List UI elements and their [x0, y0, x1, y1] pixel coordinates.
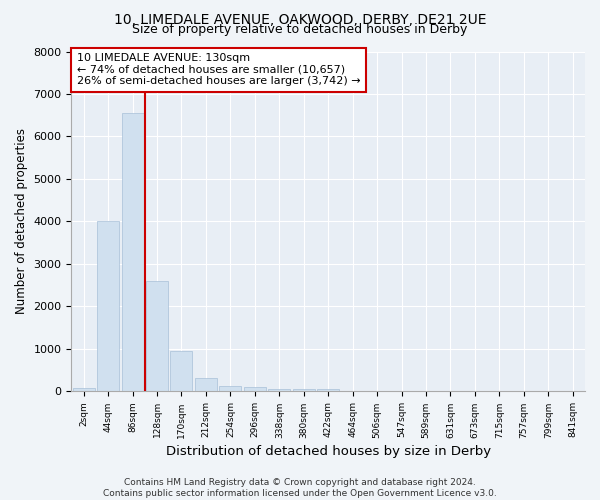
- Text: 10 LIMEDALE AVENUE: 130sqm
← 74% of detached houses are smaller (10,657)
26% of : 10 LIMEDALE AVENUE: 130sqm ← 74% of deta…: [77, 53, 360, 86]
- Bar: [317, 389, 339, 392]
- Text: 10, LIMEDALE AVENUE, OAKWOOD, DERBY, DE21 2UE: 10, LIMEDALE AVENUE, OAKWOOD, DERBY, DE2…: [114, 12, 486, 26]
- Bar: [146, 281, 168, 392]
- Bar: [293, 389, 315, 392]
- Bar: [122, 113, 143, 392]
- Bar: [170, 351, 193, 392]
- Text: Contains HM Land Registry data © Crown copyright and database right 2024.
Contai: Contains HM Land Registry data © Crown c…: [103, 478, 497, 498]
- Bar: [220, 386, 241, 392]
- Text: Size of property relative to detached houses in Derby: Size of property relative to detached ho…: [133, 22, 467, 36]
- X-axis label: Distribution of detached houses by size in Derby: Distribution of detached houses by size …: [166, 444, 491, 458]
- Bar: [268, 388, 290, 392]
- Bar: [97, 222, 119, 392]
- Bar: [73, 388, 95, 392]
- Bar: [244, 388, 266, 392]
- Y-axis label: Number of detached properties: Number of detached properties: [15, 128, 28, 314]
- Bar: [195, 378, 217, 392]
